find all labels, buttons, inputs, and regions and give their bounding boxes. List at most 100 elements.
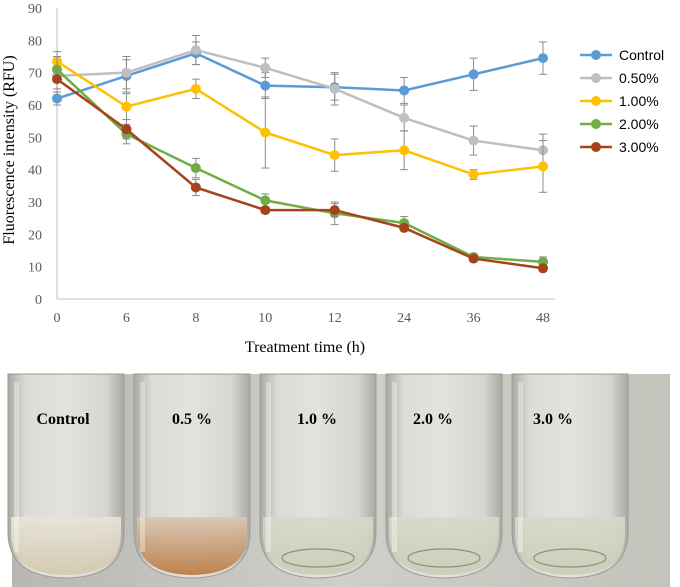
- tube-highlight: [518, 382, 523, 552]
- data-point: [329, 150, 340, 161]
- y-tick-label: 60: [28, 99, 42, 114]
- y-tick-label: 90: [28, 2, 42, 17]
- series-line: [56, 78, 544, 270]
- legend-item: Control: [580, 47, 664, 63]
- y-tick-label: 10: [28, 261, 42, 276]
- series-1-00: [52, 51, 548, 193]
- y-axis: 0 10 20 30 40 50 60 70 80 90: [28, 2, 58, 308]
- data-point: [52, 93, 62, 104]
- data-point: [190, 163, 201, 174]
- x-axis: 0 6 8 10 12 24 36 48: [54, 298, 555, 326]
- tube-group: Control 0.5 % 1.0 % 2.0 % 3.0 %: [7, 373, 629, 579]
- tube-sediment: [389, 517, 499, 575]
- y-tick-label: 80: [28, 34, 42, 49]
- tube-sediment: [515, 517, 625, 575]
- tube-highlight: [266, 382, 271, 552]
- data-point: [121, 101, 132, 112]
- tube-label: 1.0 %: [297, 411, 337, 428]
- legend-label: 2.00%: [619, 116, 659, 132]
- legend-item: 3.00%: [580, 139, 659, 155]
- data-point: [190, 45, 201, 56]
- x-tick-label: 48: [536, 311, 550, 326]
- data-point: [468, 169, 479, 180]
- y-tick-label: 70: [28, 67, 42, 82]
- tube-label: Control: [36, 411, 90, 428]
- y-tick-label: 40: [28, 164, 42, 179]
- tube-sediment: [263, 517, 373, 575]
- legend-marker: [591, 142, 601, 152]
- tube-sediment: [11, 517, 121, 575]
- plot-area: [52, 34, 548, 274]
- x-tick-label: 36: [467, 311, 481, 326]
- data-point: [329, 205, 340, 216]
- tube-highlight: [14, 382, 19, 552]
- data-point: [260, 62, 271, 73]
- tube: [133, 373, 251, 579]
- data-point: [538, 263, 548, 274]
- data-point: [121, 67, 132, 78]
- x-tick-label: 10: [258, 311, 272, 326]
- data-point: [52, 74, 62, 85]
- data-point: [399, 112, 410, 123]
- tube-sediment: [137, 517, 247, 575]
- data-point: [260, 205, 271, 216]
- y-tick-label: 30: [28, 196, 42, 211]
- x-tick-label: 0: [54, 311, 61, 326]
- tube-label: 3.0 %: [533, 411, 573, 428]
- data-point: [190, 83, 201, 94]
- tube-highlight: [392, 382, 397, 552]
- sample-tubes-photo: Control 0.5 % 1.0 % 2.0 % 3.0 %: [7, 373, 670, 587]
- tube-label: 0.5 %: [172, 411, 212, 428]
- data-point: [468, 253, 479, 264]
- tube: [259, 373, 377, 579]
- legend-item: 2.00%: [580, 116, 659, 132]
- legend-marker: [591, 50, 601, 60]
- series-line: [56, 51, 544, 100]
- legend-marker: [591, 119, 601, 129]
- tube-label: 2.0 %: [413, 411, 453, 428]
- x-tick-label: 12: [328, 311, 342, 326]
- y-tick-label: 0: [35, 293, 42, 308]
- x-tick-label: 24: [397, 311, 411, 326]
- y-axis-title: Fluorescence intensity (RFU): [1, 55, 18, 244]
- data-point: [468, 135, 479, 146]
- fluorescence-line-chart: 0 10 20 30 40 50 60 70 80 90 0 6 8 10 12 24 36 48 Contro…: [1, 2, 664, 356]
- legend-label: 1.00%: [619, 93, 659, 109]
- legend-label: 0.50%: [619, 70, 659, 86]
- legend-marker: [591, 73, 601, 83]
- data-point: [538, 161, 548, 172]
- x-tick-label: 6: [123, 311, 130, 326]
- y-tick-label: 20: [28, 228, 42, 243]
- tube-meniscus: [407, 548, 481, 568]
- data-point: [399, 85, 410, 96]
- tube-highlight: [140, 382, 145, 552]
- series-3-00: [52, 68, 548, 274]
- data-point: [399, 222, 410, 233]
- x-axis-title: Treatment time (h): [245, 339, 365, 356]
- legend-item: 0.50%: [580, 70, 659, 86]
- series-line: [56, 48, 544, 152]
- tube: [511, 373, 629, 579]
- series-line: [56, 60, 544, 176]
- data-point: [260, 80, 271, 91]
- legend-label: 3.00%: [619, 139, 659, 155]
- legend-marker: [591, 96, 601, 106]
- data-point: [538, 53, 548, 64]
- tube: [385, 373, 503, 579]
- series-line: [56, 68, 544, 264]
- legend: Control 0.50% 1.00% 2.00% 3.00%: [580, 47, 664, 155]
- tube-meniscus: [533, 548, 607, 568]
- data-point: [190, 182, 201, 193]
- data-point: [121, 124, 132, 135]
- tube-meniscus: [281, 548, 355, 568]
- legend-item: 1.00%: [580, 93, 659, 109]
- x-tick-label: 8: [192, 311, 199, 326]
- data-point: [260, 127, 271, 138]
- tube: [7, 373, 125, 579]
- data-point: [329, 83, 340, 94]
- legend-label: Control: [619, 47, 664, 63]
- data-point: [468, 69, 479, 80]
- y-tick-label: 50: [28, 131, 42, 146]
- data-point: [399, 145, 410, 156]
- data-point: [260, 195, 271, 206]
